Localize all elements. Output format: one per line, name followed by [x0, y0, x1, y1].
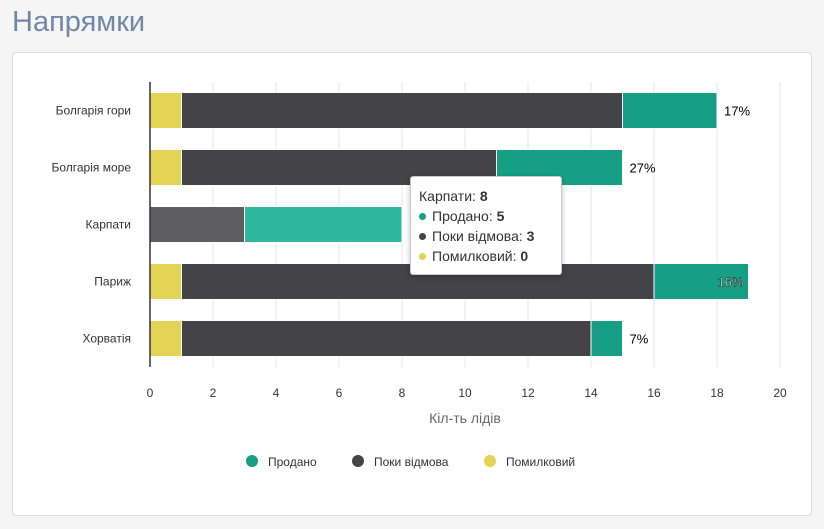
data-label: 27% — [630, 161, 656, 176]
x-tick-label: 20 — [773, 386, 787, 400]
legend-marker-icon[interactable] — [352, 455, 364, 467]
bar-segment[interactable] — [149, 92, 182, 129]
data-label: 17% — [724, 104, 750, 119]
legend-marker-icon[interactable] — [484, 455, 496, 467]
page-title: Напрямки — [12, 6, 146, 38]
chart-tooltip: Карпати: 8 Продано: 5 Поки відмова: 3 По… — [410, 176, 562, 275]
y-category-label: Париж — [94, 275, 131, 289]
tooltip-row-mistaken: Помилковий: 0 — [419, 246, 553, 266]
tooltip-row-sold: Продано: 5 — [419, 206, 553, 226]
y-category-label: Карпати — [86, 218, 131, 232]
bar-segment[interactable] — [181, 320, 592, 357]
y-category-label: Болгарія гори — [56, 104, 131, 118]
x-tick-label: 14 — [584, 386, 598, 400]
tooltip-header: Карпати: 8 — [419, 188, 488, 204]
legend-item-label[interactable]: Поки відмова — [374, 455, 449, 469]
bar-segment[interactable] — [149, 206, 245, 243]
x-tick-label: 16 — [647, 386, 661, 400]
bar-segment[interactable] — [622, 92, 718, 129]
bar-segment[interactable] — [149, 149, 182, 186]
bar-segment[interactable] — [149, 263, 182, 300]
tooltip-value: 5 — [496, 208, 505, 224]
tooltip-category: Карпати — [419, 188, 473, 204]
tooltip-row-pending: Поки відмова: 3 — [419, 226, 553, 246]
legend-item-label[interactable]: Помилковий — [506, 455, 575, 469]
x-tick-label: 2 — [210, 386, 217, 400]
pending-dot-icon — [419, 232, 426, 240]
sold-dot-icon — [419, 212, 426, 220]
tooltip-label: Поки відмова — [432, 228, 519, 244]
x-tick-label: 4 — [273, 386, 280, 400]
data-label: 16% — [717, 275, 743, 290]
legend-marker-icon[interactable] — [246, 455, 258, 467]
x-tick-label: 6 — [336, 386, 343, 400]
bar-segment[interactable] — [590, 320, 623, 357]
x-tick-label: 0 — [147, 386, 154, 400]
tooltip-value: 3 — [526, 228, 535, 244]
y-category-label: Болгарія море — [51, 161, 131, 175]
bar-segment[interactable] — [653, 263, 749, 300]
tooltip-total: 8 — [479, 188, 488, 204]
x-tick-label: 18 — [710, 386, 724, 400]
bar-segment[interactable] — [149, 320, 182, 357]
tooltip-label: Помилковий — [432, 248, 513, 264]
x-axis-title: Кіл-ть лідів — [429, 410, 501, 426]
bar-segment[interactable] — [244, 206, 403, 243]
x-tick-label: 8 — [399, 386, 406, 400]
bar-segment[interactable] — [181, 92, 623, 129]
tooltip-value: 0 — [520, 248, 529, 264]
x-tick-label: 12 — [521, 386, 535, 400]
mistaken-dot-icon — [419, 252, 426, 260]
y-category-label: Хорватія — [82, 332, 131, 346]
x-tick-label: 10 — [458, 386, 472, 400]
tooltip-label: Продано — [432, 208, 489, 224]
legend-item-label[interactable]: Продано — [268, 455, 317, 469]
data-label: 7% — [630, 332, 649, 347]
